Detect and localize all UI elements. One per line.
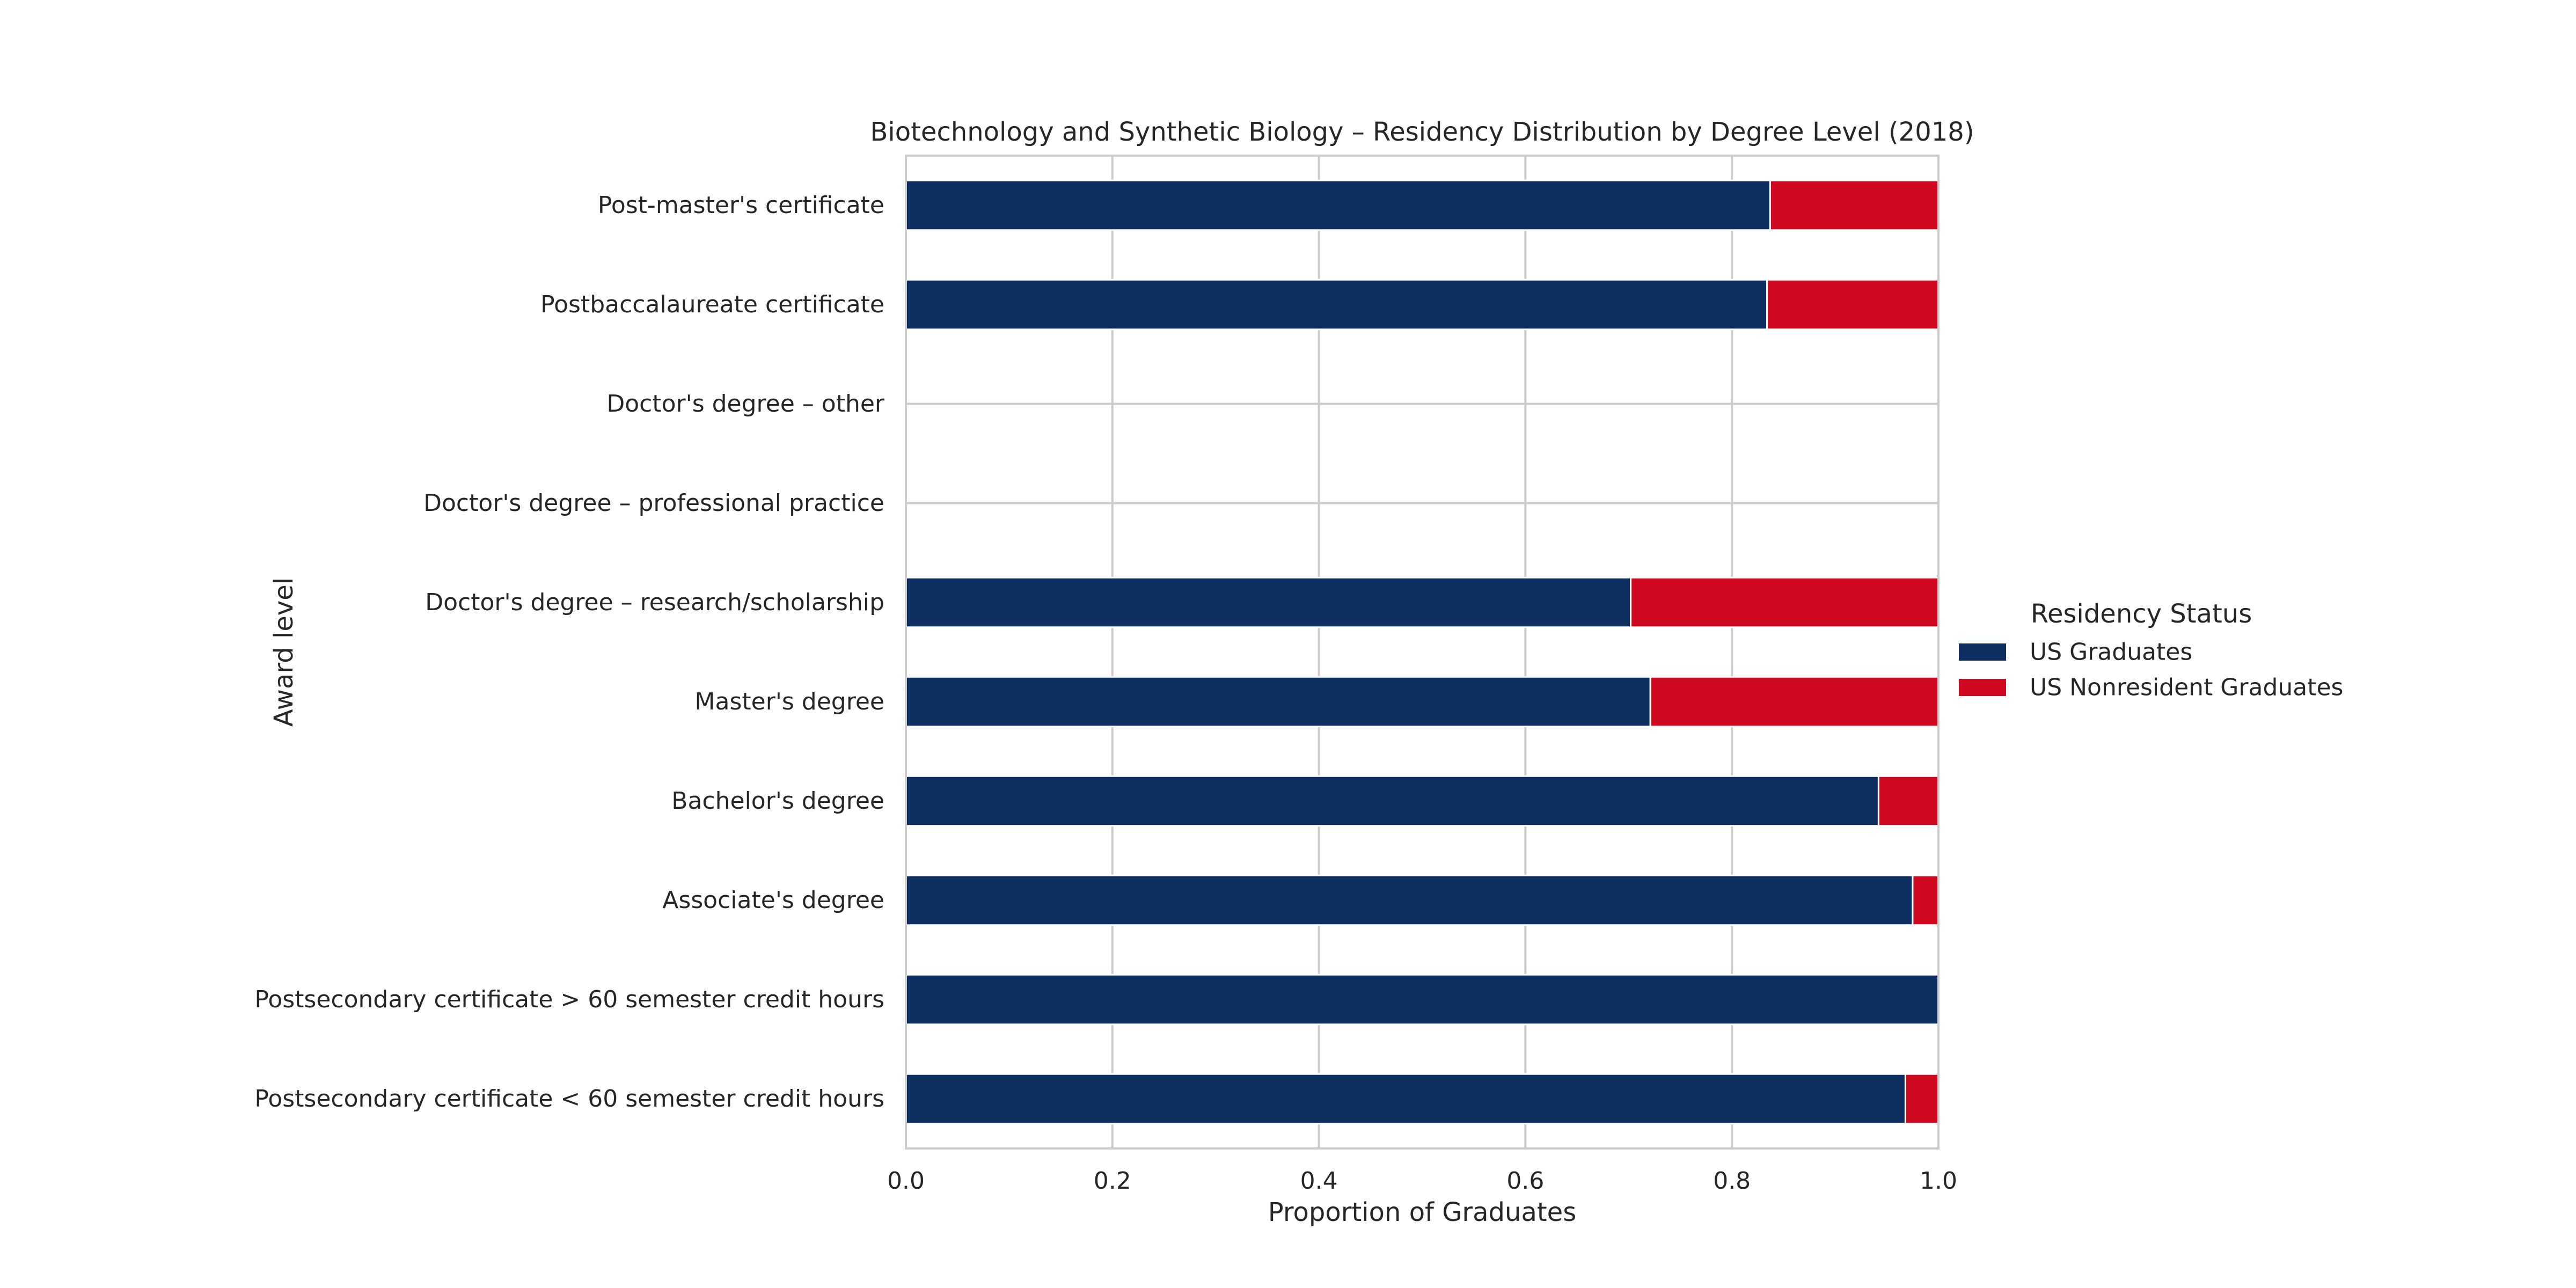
legend-label: US Graduates <box>2030 639 2192 666</box>
y-axis-title: Award level <box>269 577 299 727</box>
bar-us-nonresident-graduates <box>1649 676 1940 728</box>
x-tick-label: 0.4 <box>1300 1167 1338 1195</box>
legend-swatch <box>1959 679 2006 696</box>
x-tick-label: 0.8 <box>1713 1167 1751 1195</box>
x-tick-label: 0.0 <box>887 1167 925 1195</box>
x-tick-label: 1.0 <box>1920 1167 1957 1195</box>
y-tick-label: Doctor's degree – other <box>606 390 885 418</box>
plot-frame <box>905 155 1940 1150</box>
y-tick-label: Bachelor's degree <box>671 787 884 815</box>
bar-us-nonresident-graduates <box>1877 775 1940 827</box>
legend-title: Residency Status <box>2031 599 2252 629</box>
bar-us-graduates <box>905 179 1771 231</box>
legend: Residency Status US Graduates US Nonresid… <box>1959 599 2343 701</box>
bar-us-nonresident-graduates <box>1912 874 1940 926</box>
x-axis-title: Proportion of Graduates <box>1268 1197 1576 1227</box>
bar-us-nonresident-graduates <box>1769 179 1940 231</box>
y-tick-label: Doctor's degree – professional practice <box>423 489 884 517</box>
chart-title: Biotechnology and Synthetic Biology – Re… <box>870 117 1974 147</box>
y-tick-label: Postsecondary certificate > 60 semester … <box>254 986 884 1013</box>
y-tick-label: Postsecondary certificate < 60 semester … <box>254 1085 884 1113</box>
bar-us-graduates <box>905 775 1879 827</box>
legend-swatch <box>1959 643 2006 661</box>
bar-us-nonresident-graduates <box>1766 279 1940 331</box>
bars <box>905 179 1940 1125</box>
x-tick-labels: 0.0 0.2 0.4 0.6 0.8 1.0 <box>887 1167 1957 1195</box>
bar-us-graduates <box>905 1073 1906 1125</box>
bar-us-graduates <box>905 676 1651 728</box>
bar-us-nonresident-graduates <box>1630 576 1940 628</box>
bar-us-nonresident-graduates <box>1904 1073 1940 1125</box>
y-tick-label: Doctor's degree – research/scholarship <box>425 589 884 616</box>
x-tick-label: 0.6 <box>1506 1167 1544 1195</box>
legend-items: US Graduates US Nonresident Graduates <box>1959 639 2343 701</box>
bar-us-graduates <box>905 974 1940 1026</box>
bar-us-graduates <box>905 874 1914 926</box>
y-tick-label: Master's degree <box>695 688 884 715</box>
legend-label: US Nonresident Graduates <box>2030 674 2343 701</box>
bar-us-graduates <box>905 279 1768 331</box>
y-tick-labels: Post-master's certificate Postbaccalaurea… <box>254 192 885 1113</box>
x-tick-label: 0.2 <box>1094 1167 1131 1195</box>
bar-us-graduates <box>905 576 1632 628</box>
y-tick-label: Postbaccalaureate certificate <box>540 291 884 318</box>
y-tick-label: Associate's degree <box>662 887 884 914</box>
y-tick-label: Post-master's certificate <box>598 192 884 219</box>
